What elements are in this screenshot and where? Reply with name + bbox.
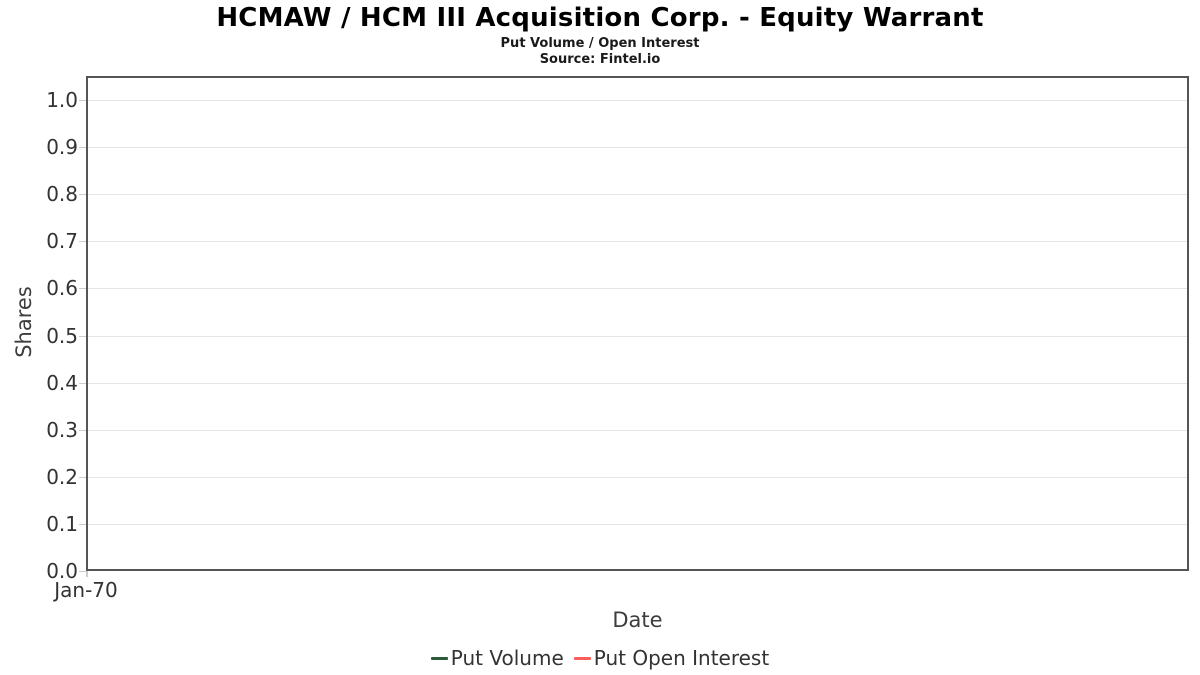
y-tick-mark: [79, 335, 86, 337]
y-gridline: [88, 429, 1187, 431]
y-gridline: [88, 476, 1187, 478]
y-tick-label: 0.4: [46, 370, 78, 395]
y-tick-mark: [79, 523, 86, 525]
y-gridline: [88, 100, 1187, 101]
y-tick-mark: [79, 100, 86, 101]
chart-source: Source: Fintel.io: [539, 52, 661, 67]
y-tick-label: 0.8: [46, 182, 78, 207]
chart-title: HCMAW / HCM III Acquisition Corp. - Equi…: [216, 3, 984, 33]
y-tick-label: 0.5: [46, 323, 78, 348]
y-tick-mark: [79, 147, 86, 149]
y-tick-label: 1.0: [46, 88, 78, 112]
y-tick-mark: [79, 429, 86, 431]
legend-label: Put Open Interest: [593, 646, 770, 670]
legend-item-put-open-interest: Put Open Interest: [573, 646, 770, 670]
legend-swatch-put-volume: [430, 656, 448, 660]
y-tick-mark: [79, 571, 86, 572]
legend-label: Put Volume: [450, 646, 564, 670]
y-tick-label: 0.0: [46, 559, 78, 583]
x-tick-label: Jan-70: [54, 578, 118, 602]
legend-swatch-put-open-interest: [573, 656, 591, 660]
y-tick-label: 0.7: [46, 229, 78, 254]
y-tick-label: 0.3: [46, 417, 78, 442]
y-gridline: [88, 241, 1187, 243]
legend: Put Volume Put Open Interest: [0, 646, 1200, 670]
y-tick-label: 0.9: [46, 135, 78, 160]
y-tick-label: 0.1: [46, 511, 78, 536]
y-gridline: [88, 194, 1187, 196]
x-tick-mark: [86, 571, 88, 577]
y-gridline: [88, 523, 1187, 525]
y-tick-label: 0.6: [46, 276, 78, 301]
plot-area: [86, 76, 1189, 571]
y-tick-mark: [79, 476, 86, 478]
y-tick-mark: [79, 288, 86, 290]
y-gridline: [88, 147, 1187, 149]
y-tick-mark: [79, 194, 86, 196]
y-gridline: [88, 382, 1187, 384]
y-gridline: [88, 288, 1187, 290]
x-axis-label: Date: [612, 608, 663, 632]
y-gridline: [88, 335, 1187, 337]
y-tick-mark: [79, 382, 86, 384]
y-tick-label: 0.2: [46, 464, 78, 489]
y-tick-mark: [79, 241, 86, 243]
legend-item-put-volume: Put Volume: [430, 646, 564, 670]
chart-subtitle: Put Volume / Open Interest: [500, 36, 700, 51]
